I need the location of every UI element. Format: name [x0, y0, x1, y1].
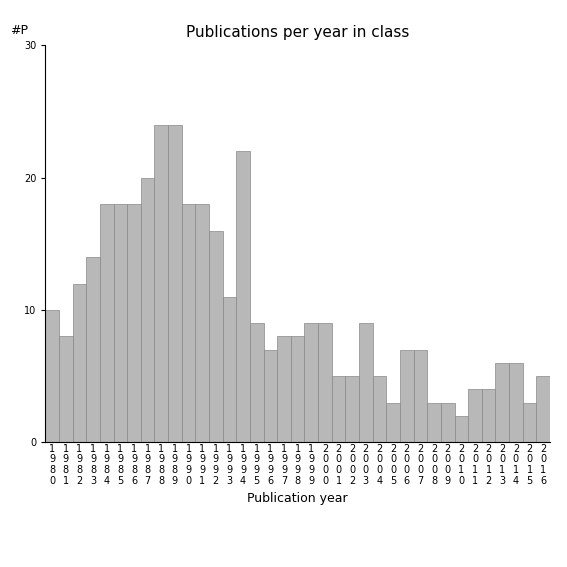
Bar — [428, 403, 441, 442]
Bar — [196, 204, 209, 442]
Bar — [304, 323, 318, 442]
Bar — [168, 125, 182, 442]
Bar — [523, 403, 536, 442]
Bar — [482, 390, 496, 442]
Bar — [386, 403, 400, 442]
Bar — [291, 336, 304, 442]
Bar — [345, 376, 359, 442]
Bar — [59, 336, 73, 442]
Bar — [509, 363, 523, 442]
Bar — [86, 257, 100, 442]
Bar — [332, 376, 345, 442]
Bar — [182, 204, 196, 442]
Bar — [223, 297, 236, 442]
Bar — [264, 350, 277, 442]
Bar — [468, 390, 482, 442]
Bar — [496, 363, 509, 442]
X-axis label: Publication year: Publication year — [247, 492, 348, 505]
Bar — [236, 151, 250, 442]
Bar — [455, 416, 468, 442]
Text: #P: #P — [10, 24, 28, 37]
Bar — [127, 204, 141, 442]
Bar — [209, 231, 223, 442]
Title: Publications per year in class: Publications per year in class — [186, 25, 409, 40]
Bar — [359, 323, 373, 442]
Bar — [45, 310, 59, 442]
Bar — [413, 350, 428, 442]
Bar — [400, 350, 413, 442]
Bar — [536, 376, 550, 442]
Bar — [113, 204, 127, 442]
Bar — [73, 284, 86, 442]
Bar — [318, 323, 332, 442]
Bar — [100, 204, 113, 442]
Bar — [277, 336, 291, 442]
Bar — [141, 177, 154, 442]
Bar — [154, 125, 168, 442]
Bar — [441, 403, 455, 442]
Bar — [373, 376, 386, 442]
Bar — [250, 323, 264, 442]
